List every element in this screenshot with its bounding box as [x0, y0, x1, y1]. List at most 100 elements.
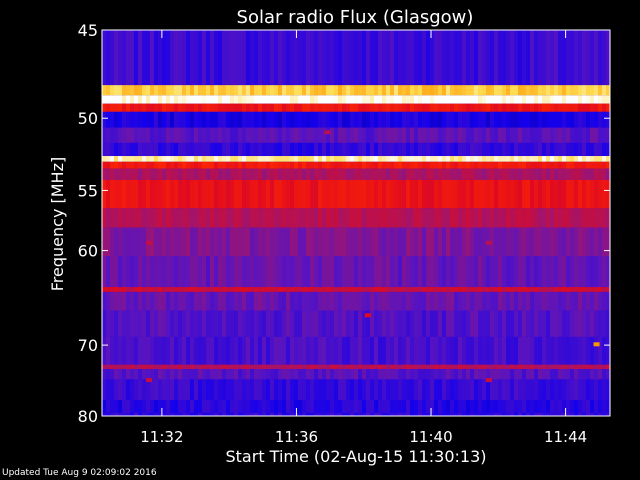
spectrogram-cell [102, 399, 106, 413]
spectrogram-cell [474, 310, 478, 337]
spectrogram-cell [238, 103, 242, 112]
spectrogram-cell [462, 208, 466, 228]
spectrogram-cell [258, 168, 262, 180]
spectrogram-cell [242, 291, 246, 311]
spectrogram-cell [586, 103, 590, 112]
spectrogram-cell [130, 291, 134, 311]
spectrogram-cell [126, 287, 130, 292]
spectrogram-cell [386, 287, 390, 292]
spectrogram-cell [390, 412, 394, 416]
spectrogram-cell [406, 287, 410, 292]
spectrogram-cell [422, 310, 426, 337]
spectrogram-cell [546, 85, 550, 96]
spectrogram-cell [342, 111, 346, 128]
spectrogram-cell [318, 291, 322, 311]
spectrogram-cell [406, 156, 410, 162]
spectrogram-cell [186, 310, 190, 337]
spectrogram-cell [354, 95, 358, 104]
spectrogram-cell [402, 412, 406, 416]
spectrogram-cell [130, 412, 134, 416]
spectrogram-cell [286, 156, 290, 162]
spectrogram-cell [130, 85, 134, 96]
spectrogram-cell [394, 142, 398, 157]
spectrogram-cell [110, 369, 114, 380]
spectrogram-cell [238, 142, 242, 157]
spectrogram-cell [602, 161, 606, 169]
spectrogram-cell [310, 256, 314, 288]
spectrogram-cell [534, 399, 538, 413]
spectrogram-cell [114, 379, 118, 400]
spectrogram-cell [534, 95, 538, 104]
spectrogram-cell [334, 30, 338, 86]
spectrogram-cell [162, 179, 166, 209]
spectrogram-cell [214, 336, 218, 365]
spectrogram-cell [310, 161, 314, 169]
spectrogram-cell [342, 85, 346, 96]
spectrogram-cell [494, 95, 498, 104]
spectrogram-cell [270, 287, 274, 292]
spectrogram-cell [158, 291, 162, 311]
spectrogram-cell [550, 103, 554, 112]
spectrogram-cell [154, 399, 158, 413]
spectrogram-cell [118, 256, 122, 288]
spectrogram-cell [158, 256, 162, 288]
spectrogram-cell [410, 30, 414, 86]
spectrogram-cell [218, 168, 222, 180]
spectrogram-cell [578, 336, 582, 365]
spectrogram-cell [406, 103, 410, 112]
spectrogram-cell [486, 156, 490, 162]
spectrogram-cell [594, 379, 598, 400]
spectrogram-cell [590, 179, 594, 209]
spectrogram-cell [606, 127, 610, 143]
spectrogram-cell [378, 179, 382, 209]
spectrogram-cell [218, 399, 222, 413]
spectrogram-cell [154, 287, 158, 292]
spectrogram-cell [446, 208, 450, 228]
spectrogram-cell [542, 30, 546, 86]
spectrogram-cell [206, 127, 210, 143]
spectrogram-cell [506, 369, 510, 380]
spectrogram-cell [194, 412, 198, 416]
spectrogram-cell [366, 179, 370, 209]
spectrogram-cell [438, 379, 442, 400]
spectrogram-cell [106, 111, 110, 128]
spectrogram-cell [394, 399, 398, 413]
spectrogram-cell [506, 412, 510, 416]
spectrogram-cell [126, 310, 130, 337]
spectrogram-cell [486, 208, 490, 228]
spectrogram-cell [498, 95, 502, 104]
spectrogram-cell [466, 111, 470, 128]
spectrogram-cell [502, 208, 506, 228]
spectrogram-cell [486, 364, 490, 370]
spectrogram-cell [102, 156, 106, 162]
spectrogram-cell [498, 369, 502, 380]
spectrogram-cell [474, 399, 478, 413]
spectrogram-cell [134, 291, 138, 311]
spectrogram-cell [362, 291, 366, 311]
spectrogram-cell [390, 256, 394, 288]
spectrogram-cell [114, 227, 118, 257]
spectrogram-cell [166, 95, 170, 104]
spectrogram-cell [226, 336, 230, 365]
frequency-band [102, 85, 610, 96]
spectrogram-cell [190, 287, 194, 292]
spectrogram-cell [566, 142, 570, 157]
spectrogram-cell [130, 227, 134, 257]
spectrogram-cell [586, 111, 590, 128]
spectrogram-cell [334, 369, 338, 380]
spectrogram-cell [194, 111, 198, 128]
spectrogram-cell [578, 142, 582, 157]
spectrogram-cell [594, 85, 598, 96]
spectrogram-cell [294, 156, 298, 162]
spectrogram-cell [594, 369, 598, 380]
spectrogram-cell [242, 208, 246, 228]
spectrogram-cell [502, 336, 506, 365]
spectrogram-cell [106, 30, 110, 86]
spectrogram-cell [230, 287, 234, 292]
spectrogram-cell [478, 95, 482, 104]
spectrogram-cell [138, 412, 142, 416]
spectrogram-cell [574, 336, 578, 365]
spectrogram-cell [194, 142, 198, 157]
spectrogram-cell [102, 227, 106, 257]
spectrogram-cell [490, 412, 494, 416]
